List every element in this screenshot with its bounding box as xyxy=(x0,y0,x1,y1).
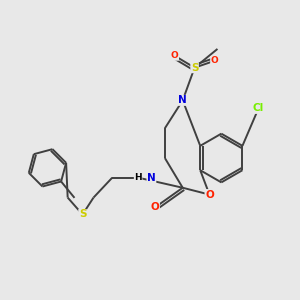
Text: O: O xyxy=(151,202,159,212)
Text: N: N xyxy=(147,172,156,183)
Text: O: O xyxy=(211,56,218,65)
Text: O: O xyxy=(205,190,214,200)
Text: Cl: Cl xyxy=(253,103,264,113)
Text: S: S xyxy=(79,209,86,220)
Text: O: O xyxy=(171,51,178,60)
Text: N: N xyxy=(178,95,187,105)
Text: H: H xyxy=(134,173,142,182)
Text: S: S xyxy=(191,63,198,73)
